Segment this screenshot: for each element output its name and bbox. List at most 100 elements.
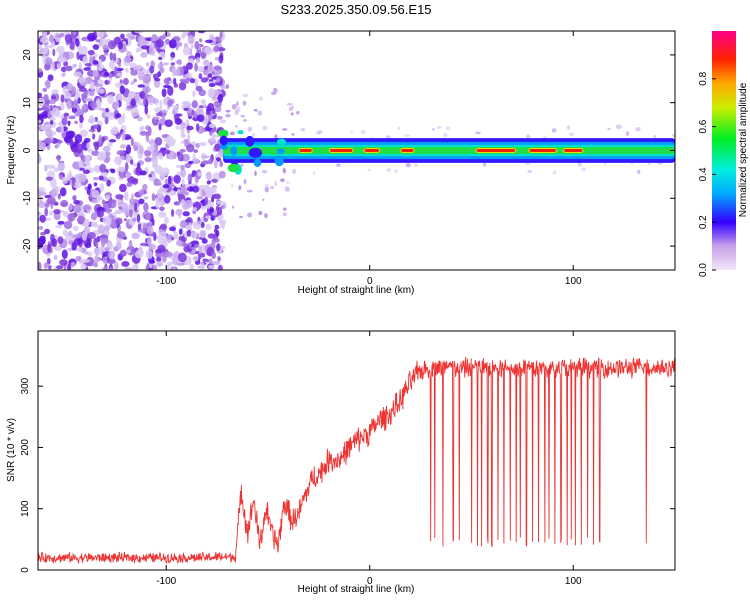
spectrogram-faint-blob — [551, 128, 557, 133]
spectrogram-x-tick-label: 0 — [367, 276, 373, 287]
spectrogram-noise-blob — [66, 83, 72, 91]
spectrogram-noise-blob — [173, 77, 177, 85]
spectrogram-noise-blob — [182, 211, 190, 217]
spectrogram-noise-blob — [96, 31, 105, 39]
spectrogram-scatter-blob — [283, 207, 287, 211]
spectrogram-noise-blob — [68, 115, 76, 120]
snr-y-ticks: 0 100 200 300 — [20, 377, 675, 573]
spectrogram-noise-blob — [173, 231, 179, 240]
spectrogram-scatter-blob — [243, 178, 247, 185]
spectrogram-noise-blob — [163, 216, 169, 224]
spectrogram-noise-blob — [56, 45, 65, 54]
spectrogram-noise-blob — [72, 181, 82, 189]
spectrogram-noise-blob — [213, 159, 218, 169]
spectrogram-noise-blob — [211, 240, 216, 249]
spectrogram-scatter-blob — [242, 93, 249, 98]
spectrogram-noise-blob — [167, 99, 173, 107]
spectrogram-noise-blob — [193, 149, 198, 153]
spectrogram-scatter-blob — [231, 103, 237, 110]
spectrogram-noise-blob — [162, 184, 170, 189]
spectrogram-scatter-blob — [247, 126, 253, 132]
colorbar-ticks: 0.0 0.2 0.4 0.6 0.8 — [698, 71, 716, 277]
spectrogram-noise-blob — [44, 207, 49, 217]
spectrogram-noise-blob — [194, 41, 200, 50]
spectrogram-scatter-blob — [290, 112, 294, 116]
spectrogram-scatter-blob — [240, 114, 245, 118]
spectrogram-noise-blob — [100, 171, 108, 177]
spectrogram-noise-blob — [157, 152, 164, 160]
spectrogram-noise-blob — [207, 87, 216, 98]
spectrogram-peak — [564, 149, 583, 152]
spectrogram-noise-blob — [184, 199, 194, 209]
spectrogram-onset-blob — [276, 148, 285, 154]
spectrogram-noise-blob — [121, 113, 126, 123]
spectrogram-noise-blob — [103, 224, 111, 232]
snr-x-ticks: -100 0 100 — [156, 331, 582, 587]
spectrogram-noise-blob — [112, 52, 117, 62]
spectrogram-noise-blob — [50, 188, 58, 198]
spectrogram-noise-blob — [178, 81, 187, 91]
spectrogram-noise-blob — [83, 98, 93, 102]
spectrogram-noise-blob — [186, 134, 191, 141]
spectrogram-noise-blob — [163, 32, 171, 38]
spectrogram-noise-blob — [84, 186, 89, 191]
spectrogram-noise-blob — [88, 129, 96, 133]
spectrogram-noise-blob — [106, 216, 112, 226]
spectrogram-noise-blob — [49, 210, 54, 216]
spectrogram-onset-blob — [230, 145, 238, 157]
spectrogram-noise-blob — [145, 249, 153, 259]
spectrogram-noise-blob — [200, 160, 210, 165]
spectrogram-noise-blob — [207, 233, 216, 239]
spectrogram-noise-blob — [116, 150, 126, 156]
spectrogram-noise-blob — [74, 134, 83, 144]
spectrogram-noise-blob — [182, 80, 190, 84]
spectrogram-noise-blob — [57, 220, 65, 225]
spectrogram-noise-blob — [102, 145, 111, 153]
spectrogram-noise-blob — [42, 87, 48, 92]
spectrogram-noise-blob — [143, 196, 149, 200]
spectrogram-noise-blob — [208, 258, 213, 264]
spectrogram-faint-blob — [581, 167, 587, 172]
spectrogram-noise-blob — [203, 59, 210, 66]
spectrogram-noise-blob — [192, 207, 198, 212]
spectrogram-scatter-blob — [258, 210, 263, 216]
spectrogram-noise-blob — [63, 220, 73, 230]
spectrogram-noise-blob — [140, 51, 148, 58]
spectrogram-faint-blob — [404, 134, 411, 138]
spectrogram-faint-blob — [443, 132, 448, 138]
spectrogram-noise-blob — [144, 105, 149, 115]
spectrogram-noise-blob — [114, 65, 118, 76]
spectrogram-noise-blob — [161, 88, 167, 98]
spectrogram-noise-blob — [97, 79, 104, 85]
spectrogram-faint-blob — [604, 162, 607, 166]
spectrogram-noise-blob — [197, 171, 202, 177]
spectrogram-noise-blob — [191, 110, 195, 115]
spectrogram-scatter-blob — [253, 108, 258, 112]
spectrogram-noise-blob — [199, 141, 208, 147]
spectrogram-noise-blob — [64, 92, 72, 100]
spectrogram-noise-blob — [62, 85, 67, 94]
spectrogram-noise-blob — [177, 59, 182, 66]
spectrogram-noise-blob — [198, 245, 202, 254]
spectrogram-noise-blob — [211, 97, 219, 101]
spectrogram-faint-blob — [625, 131, 630, 137]
spectrogram-noise-blob — [44, 164, 48, 172]
spectrogram-noise-blob — [47, 265, 52, 270]
spectrogram-noise-blob — [117, 61, 122, 68]
spectrogram-noise-blob — [89, 100, 98, 109]
spectrogram-noise-blob — [170, 62, 175, 66]
spectrogram-noise-blob — [208, 123, 216, 129]
spectrogram-noise-blob — [73, 234, 82, 239]
spectrogram-noise-blob — [115, 217, 123, 225]
spectrogram-noise-blob — [195, 123, 200, 132]
spectrogram-noise-blob — [95, 39, 101, 43]
spectrogram-noise-blob — [170, 208, 175, 217]
spectrogram-noise-blob — [43, 94, 49, 102]
spectrogram-noise-blob — [208, 264, 215, 270]
spectrogram-noise-blob — [213, 228, 218, 234]
spectrogram-noise-blob — [62, 229, 68, 236]
spectrogram-noise-blob — [195, 85, 203, 92]
spectrogram-noise-blob — [135, 64, 143, 70]
spectrogram-noise-blob — [98, 134, 102, 144]
